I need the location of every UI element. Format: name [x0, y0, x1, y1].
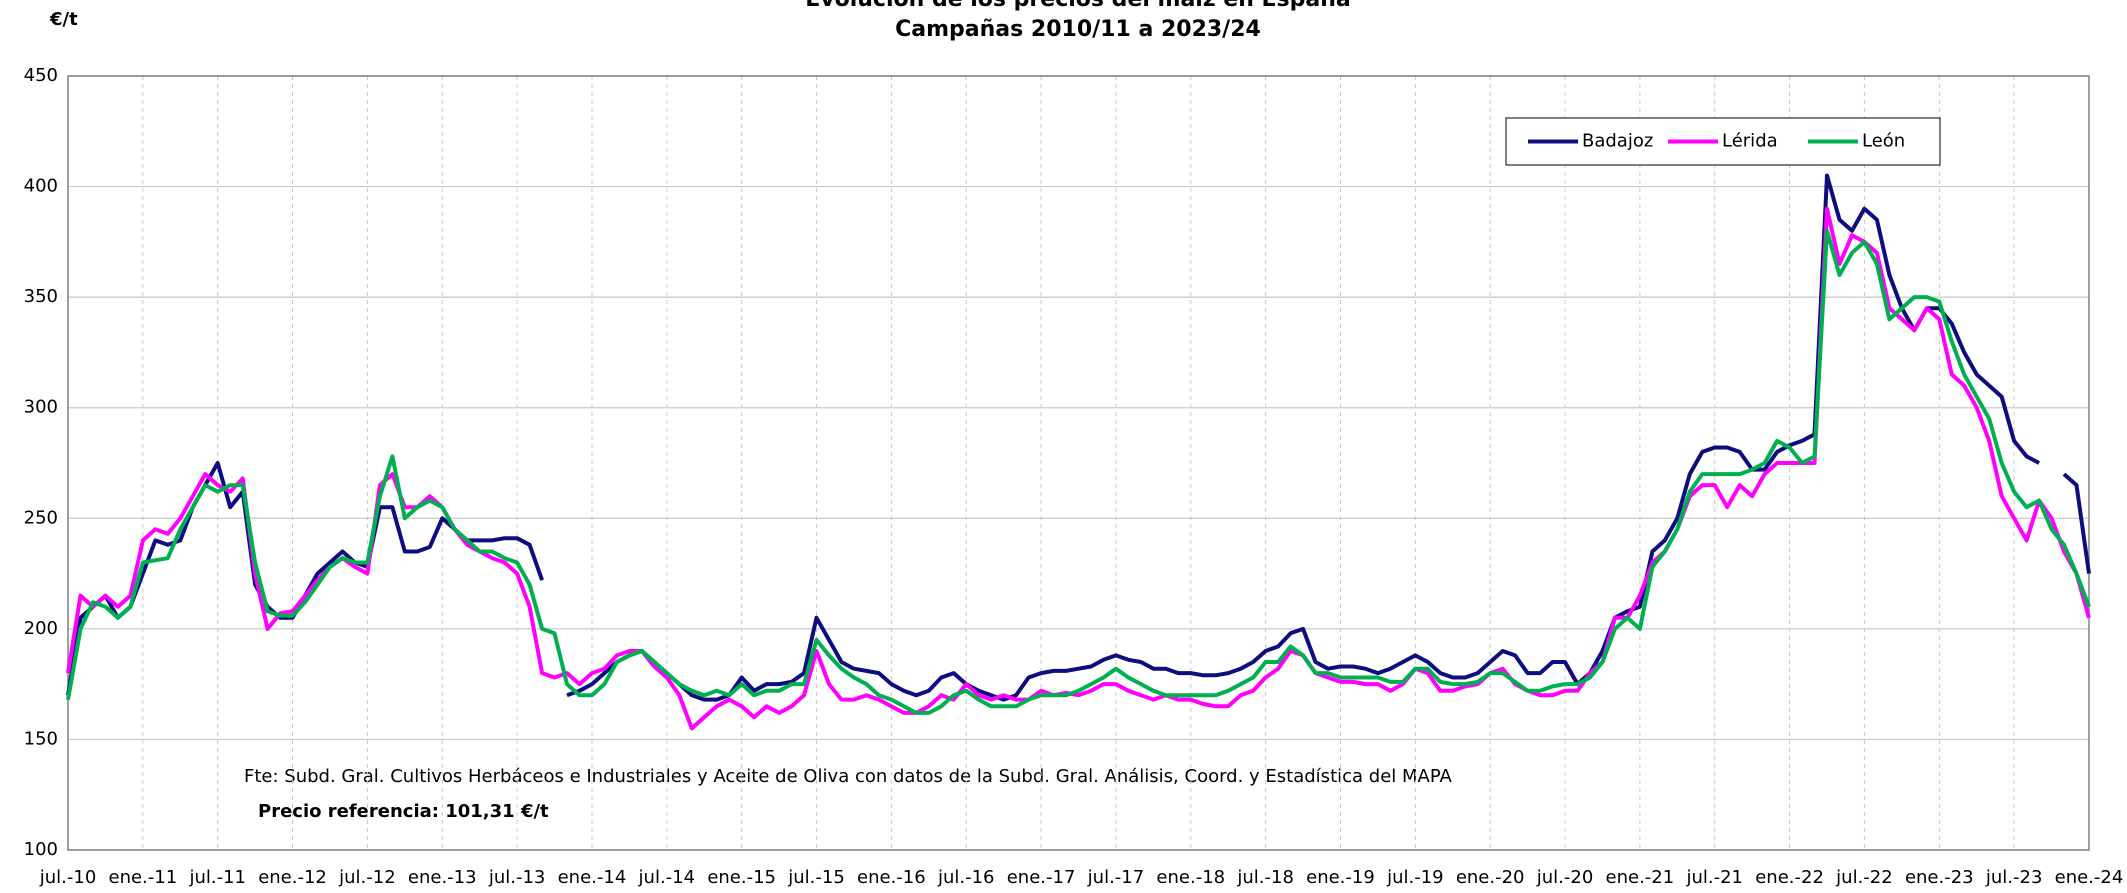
x-tick-label: jul.-22 [1835, 867, 1893, 888]
legend-label: Lérida [1722, 131, 1778, 152]
chart-title: Evolución de los precios del maíz en Esp… [805, 0, 1351, 12]
legend-box [1505, 117, 1941, 166]
x-tick-label: jul.-17 [1087, 867, 1145, 888]
y-tick-label: 150 [24, 728, 58, 749]
y-tick-label: 300 [24, 397, 58, 418]
x-tick-label: jul.-21 [1685, 867, 1743, 888]
x-tick-label: jul.-15 [787, 867, 845, 888]
x-tick-label: jul.-20 [1536, 867, 1594, 888]
x-tick-label: jul.-23 [1985, 867, 2043, 888]
x-tick-label: ene.-11 [109, 867, 178, 888]
legend-label: León [1862, 131, 1905, 152]
y-tick-label: 250 [24, 507, 58, 528]
x-tick-label: ene.-14 [558, 867, 627, 888]
x-tick-label: ene.-22 [1755, 867, 1824, 888]
y-tick-label: 400 [24, 176, 58, 197]
y-axis-label: €/t [49, 9, 78, 30]
x-tick-label: ene.-17 [1007, 867, 1076, 888]
x-tick-label: ene.-18 [1156, 867, 1225, 888]
plot-frame [67, 75, 2090, 851]
x-tick-label: jul.-18 [1236, 867, 1294, 888]
y-tick-label: 350 [24, 286, 58, 307]
x-tick-label: ene.-24 [2055, 867, 2124, 888]
reference-note: Precio referencia: 101,31 €/t [258, 801, 549, 822]
x-tick-label: jul.-12 [338, 867, 396, 888]
x-tick-label: ene.-16 [857, 867, 926, 888]
x-tick-label: jul.-14 [638, 867, 696, 888]
x-tick-label: jul.-10 [39, 867, 97, 888]
x-tick-label: jul.-11 [188, 867, 246, 888]
x-tick-label: jul.-13 [488, 867, 546, 888]
y-tick-label: 200 [24, 618, 58, 639]
source-note: Fte: Subd. Gral. Cultivos Herbáceos e In… [244, 766, 1453, 787]
x-tick-label: ene.-21 [1606, 867, 1675, 888]
x-tick-label: ene.-13 [408, 867, 477, 888]
series-line [66, 228, 2091, 715]
x-tick-label: jul.-16 [937, 867, 995, 888]
x-tick-label: ene.-19 [1306, 867, 1375, 888]
series-line [66, 173, 2091, 702]
x-tick-label: ene.-12 [258, 867, 327, 888]
chart-subtitle: Campañas 2010/11 a 2023/24 [895, 17, 1261, 42]
x-tick-label: ene.-15 [707, 867, 776, 888]
legend-label: Badajoz [1582, 131, 1653, 152]
x-tick-label: ene.-23 [1905, 867, 1974, 888]
y-tick-label: 450 [24, 65, 58, 86]
series-line [66, 206, 2091, 731]
y-tick-label: 100 [24, 839, 58, 860]
x-tick-label: jul.-19 [1386, 867, 1444, 888]
x-tick-label: ene.-20 [1456, 867, 1525, 888]
